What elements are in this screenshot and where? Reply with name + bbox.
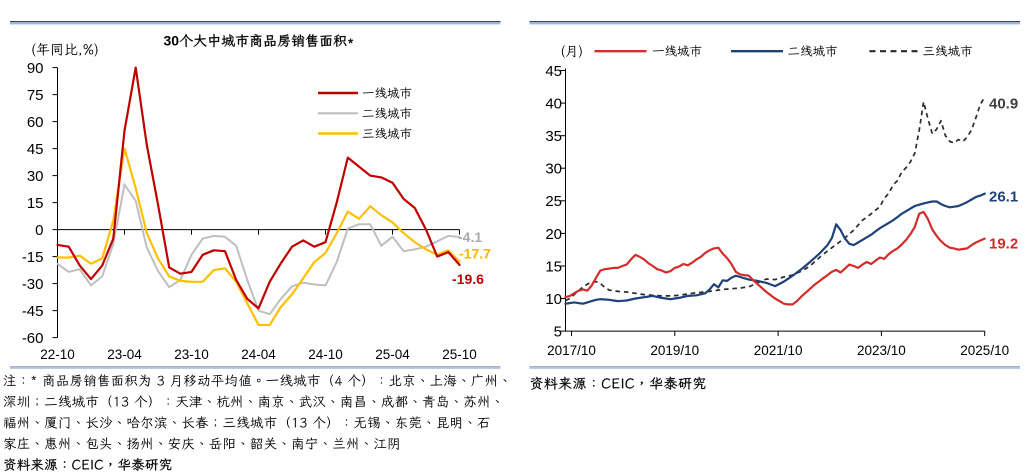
- svg-text:24-04: 24-04: [241, 347, 276, 362]
- svg-text:75: 75: [27, 87, 44, 104]
- svg-text:2021/10: 2021/10: [754, 343, 803, 358]
- svg-text:25-10: 25-10: [442, 347, 477, 362]
- svg-text:30: 30: [164, 33, 180, 49]
- svg-text:23-04: 23-04: [107, 347, 142, 362]
- svg-text:26.1: 26.1: [989, 188, 1018, 205]
- svg-text:30: 30: [27, 168, 44, 185]
- svg-text:-60: -60: [22, 330, 44, 347]
- svg-text:15: 15: [545, 258, 562, 275]
- svg-text:2025/10: 2025/10: [960, 343, 1009, 358]
- svg-text:45: 45: [545, 63, 562, 80]
- svg-text:35: 35: [545, 128, 562, 145]
- svg-text:-45: -45: [22, 303, 44, 320]
- svg-text:24-10: 24-10: [308, 347, 343, 362]
- svg-text:-19.6: -19.6: [452, 271, 484, 287]
- svg-text:15: 15: [27, 195, 44, 212]
- svg-text:2023/10: 2023/10: [857, 343, 906, 358]
- svg-text:-4.1: -4.1: [458, 229, 482, 245]
- svg-text:2019/10: 2019/10: [650, 343, 699, 358]
- svg-text:10: 10: [545, 291, 562, 308]
- svg-text:25-04: 25-04: [375, 347, 410, 362]
- svg-text:-30: -30: [22, 276, 44, 293]
- svg-text:45: 45: [27, 141, 44, 158]
- svg-text:20: 20: [545, 226, 562, 243]
- svg-text:5: 5: [554, 324, 562, 341]
- svg-text:40: 40: [545, 95, 562, 112]
- svg-text:40.9: 40.9: [989, 95, 1018, 112]
- svg-text:90: 90: [27, 60, 44, 77]
- svg-text:30: 30: [545, 161, 562, 178]
- svg-text:23-10: 23-10: [174, 347, 209, 362]
- svg-text:25: 25: [545, 193, 562, 210]
- svg-text:0: 0: [35, 222, 43, 239]
- svg-text:-15: -15: [22, 249, 44, 266]
- svg-text:19.2: 19.2: [989, 235, 1018, 252]
- svg-text:60: 60: [27, 114, 44, 131]
- svg-text:-17.7: -17.7: [459, 245, 491, 261]
- svg-text:2017/10: 2017/10: [547, 343, 596, 358]
- svg-text:22-10: 22-10: [40, 347, 75, 362]
